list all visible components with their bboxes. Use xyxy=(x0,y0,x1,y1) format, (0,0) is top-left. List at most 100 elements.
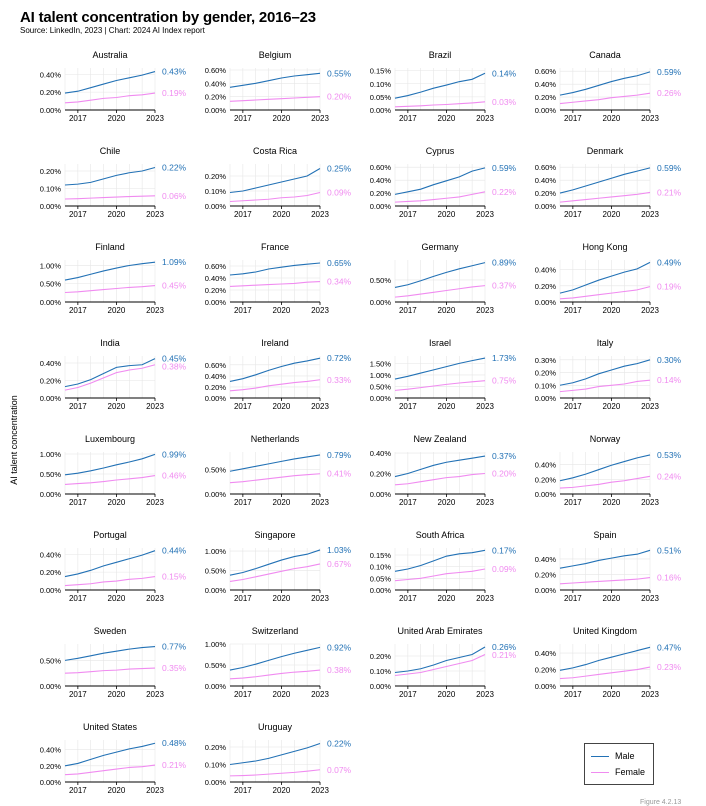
y-tick-label: 0.60% xyxy=(370,163,392,172)
y-tick-label: 0.00% xyxy=(535,202,557,211)
panel-title: Ireland xyxy=(261,338,289,348)
x-tick-label: 2020 xyxy=(603,498,621,507)
y-tick-label: 0.00% xyxy=(535,490,557,499)
end-label-female: 0.21% xyxy=(162,760,187,770)
y-tick-label: 0.20% xyxy=(205,383,227,392)
y-tick-label: 0.40% xyxy=(535,266,557,275)
series-line-female xyxy=(394,380,486,391)
y-tick-label: 0.50% xyxy=(370,382,392,391)
x-tick-label: 2020 xyxy=(603,402,621,411)
series-line-male xyxy=(394,262,486,288)
y-tick-label: 0.20% xyxy=(40,377,62,386)
x-tick-label: 2017 xyxy=(234,210,252,219)
y-tick-label: 0.50% xyxy=(40,470,62,479)
panel-title: Switzerland xyxy=(252,626,299,636)
end-label-female: 0.38% xyxy=(162,362,187,372)
x-tick-label: 2023 xyxy=(146,690,164,699)
x-tick-label: 2020 xyxy=(603,114,621,123)
x-tick-label: 2023 xyxy=(311,402,329,411)
x-tick-label: 2020 xyxy=(273,690,291,699)
series-line-male xyxy=(559,167,651,194)
x-tick-label: 2020 xyxy=(438,114,456,123)
y-tick-label: 0.00% xyxy=(535,682,557,691)
panel-title: South Africa xyxy=(416,530,465,540)
y-tick-label: 0.00% xyxy=(370,298,392,307)
y-tick-label: 0.20% xyxy=(205,172,227,181)
series-line-female xyxy=(64,285,156,294)
y-tick-label: 1.50% xyxy=(370,359,392,368)
series-line-male xyxy=(394,455,486,478)
x-tick-label: 2023 xyxy=(476,498,494,507)
y-tick-label: 0.20% xyxy=(40,88,62,97)
end-label-female: 0.19% xyxy=(657,282,682,292)
x-tick-label: 2023 xyxy=(641,594,659,603)
figure-number: Figure 4.2.13 xyxy=(640,799,682,806)
y-tick-label: 0.20% xyxy=(535,189,557,198)
panel-united-arab-emirates: United Arab Emirates 0.00% 0.10% 0.20% 2017 2… xyxy=(370,626,517,699)
series-line-female xyxy=(229,769,321,777)
end-label-male: 0.44% xyxy=(162,546,187,556)
series-line-female xyxy=(229,379,321,392)
end-label-female: 0.07% xyxy=(327,765,352,775)
x-tick-label: 2017 xyxy=(564,594,582,603)
x-tick-label: 2023 xyxy=(311,306,329,315)
end-label-male: 0.30% xyxy=(657,355,682,365)
x-tick-label: 2017 xyxy=(69,594,87,603)
y-tick-label: 0.00% xyxy=(205,586,227,595)
series-line-male xyxy=(229,72,321,88)
series-line-male xyxy=(559,549,651,569)
end-label-male: 0.79% xyxy=(327,450,352,460)
series-line-male xyxy=(64,646,156,661)
x-tick-label: 2020 xyxy=(603,690,621,699)
x-tick-label: 2023 xyxy=(476,594,494,603)
series-line-male xyxy=(229,454,321,472)
series-line-female xyxy=(559,92,651,105)
panel-united-states: United States 0.00% 0.20% 0.40% 2017 2020 2023… xyxy=(40,722,187,795)
x-tick-label: 2023 xyxy=(146,498,164,507)
x-tick-label: 2023 xyxy=(476,402,494,411)
y-tick-label: 0.10% xyxy=(370,667,392,676)
series-line-female xyxy=(229,191,321,203)
panel-title: Chile xyxy=(100,146,121,156)
end-label-male: 0.37% xyxy=(492,451,517,461)
legend-label-female: Female xyxy=(615,767,646,777)
x-tick-label: 2020 xyxy=(273,210,291,219)
y-tick-label: 0.50% xyxy=(205,661,227,670)
x-tick-label: 2020 xyxy=(438,594,456,603)
panel-hong-kong: Hong Kong 0.00% 0.20% 0.40% 2017 2020 2023 0.49… xyxy=(535,242,682,315)
end-label-female: 0.19% xyxy=(162,88,187,98)
end-label-male: 0.72% xyxy=(327,353,352,363)
panel-title: Spain xyxy=(593,530,616,540)
y-tick-label: 0.60% xyxy=(205,66,227,75)
end-label-female: 0.41% xyxy=(327,469,352,479)
x-tick-label: 2023 xyxy=(311,594,329,603)
end-label-female: 0.03% xyxy=(492,97,517,107)
series-line-male xyxy=(64,550,156,578)
panel-belgium: Belgium 0.00% 0.20% 0.40% 0.60% 2017 2020 2023 0… xyxy=(205,50,352,123)
end-label-male: 0.59% xyxy=(657,67,682,77)
x-tick-label: 2023 xyxy=(146,786,164,795)
end-label-male: 0.92% xyxy=(327,642,352,652)
panel-title: United States xyxy=(83,722,138,732)
x-tick-label: 2017 xyxy=(564,210,582,219)
y-tick-label: 0.00% xyxy=(40,202,62,211)
series-line-male xyxy=(229,742,321,766)
panel-portugal: Portugal 0.00% 0.20% 0.40% 2017 2020 2023 0.44%… xyxy=(40,530,187,603)
y-tick-label: 0.50% xyxy=(205,465,227,474)
end-label-female: 0.34% xyxy=(327,277,352,287)
x-tick-label: 2023 xyxy=(146,306,164,315)
panel-united-kingdom: United Kingdom 0.00% 0.20% 0.40% 2017 2020 202… xyxy=(535,626,682,699)
y-tick-label: 0.10% xyxy=(370,563,392,572)
x-tick-label: 2017 xyxy=(234,402,252,411)
panel-title: Sweden xyxy=(94,626,127,636)
panel-title: France xyxy=(261,242,289,252)
x-tick-label: 2023 xyxy=(641,114,659,123)
panel-brazil: Brazil 0.00% 0.05% 0.10% 0.15% 2017 2020 2023 0.… xyxy=(370,50,517,123)
end-label-male: 0.48% xyxy=(162,738,187,748)
series-line-female xyxy=(559,191,651,203)
series-line-male xyxy=(559,454,651,482)
series-line-female xyxy=(394,101,486,108)
x-tick-label: 2017 xyxy=(234,498,252,507)
end-label-female: 0.38% xyxy=(327,665,352,675)
panel-denmark: Denmark 0.00% 0.20% 0.40% 0.60% 2017 2020 2023 0… xyxy=(535,146,682,219)
